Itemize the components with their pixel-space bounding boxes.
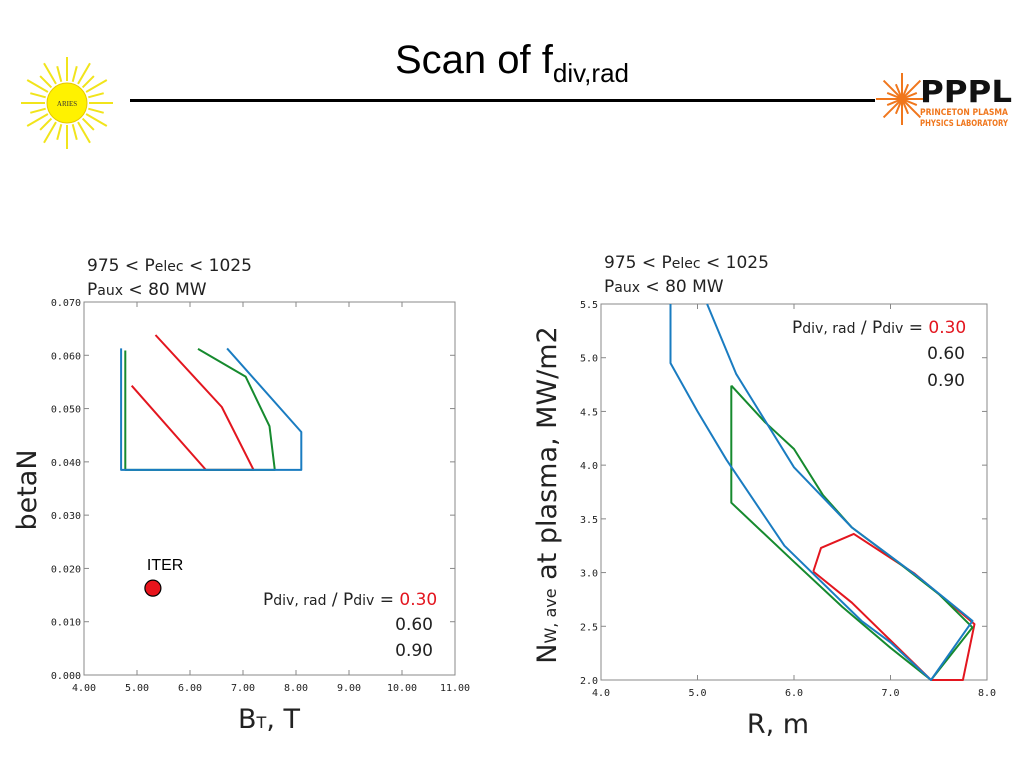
left-legend-value-0.60: 0.60 xyxy=(395,615,433,635)
left-plot-frame xyxy=(83,301,456,676)
burst-ray xyxy=(901,79,922,100)
left-y-tick-label: 0.060 xyxy=(51,351,81,362)
left-y-tick-label: 0.040 xyxy=(51,458,81,469)
right-y-tick-label: 3.0 xyxy=(580,569,598,580)
sun-ray xyxy=(26,113,49,127)
right-y-tick-label: 5.0 xyxy=(580,354,598,365)
left-y-axis-label: betaN xyxy=(12,449,43,530)
right-y-tick-label: 5.5 xyxy=(580,300,598,311)
right-series-0.30 xyxy=(812,532,976,681)
sun-ray xyxy=(77,121,91,144)
left-series-0.30 xyxy=(130,334,255,471)
sun-ray xyxy=(30,92,46,99)
chart-right: 975 < Pelec < 1025 Paux < 80 MW 4.0 5.0 6.… xyxy=(532,253,996,740)
left-y-tick-label: 0.020 xyxy=(51,564,81,575)
left-x-tick-label: 9.00 xyxy=(337,683,361,694)
aries-sun-logo: ARIES xyxy=(21,57,113,149)
burst-ray xyxy=(901,83,910,100)
sun-ray xyxy=(85,113,108,127)
right-y-tick-label: 2.5 xyxy=(580,622,598,633)
burst-ray xyxy=(882,98,903,119)
left-header-line1: 975 < Pelec < 1025 xyxy=(87,256,252,276)
left-x-tick-label: 4.00 xyxy=(72,683,96,694)
left-legend-title: Pdiv, rad / Pdiv = 0.30 xyxy=(263,590,437,610)
aries-logo-text: ARIES xyxy=(57,100,77,108)
sun-ray xyxy=(81,117,95,131)
left-series-0.90 xyxy=(120,347,303,471)
chart-left: 975 < Pelec < 1025 Paux < 80 MW 4.00 5.00… xyxy=(12,256,470,735)
right-series-0.90 xyxy=(669,303,974,681)
sun-ray xyxy=(43,121,57,144)
sun-ray xyxy=(88,92,104,99)
left-x-tick-label: 8.00 xyxy=(284,683,308,694)
sun-ray xyxy=(56,66,63,82)
left-y-tick-label: 0.000 xyxy=(51,671,81,682)
right-y-tick-label: 4.5 xyxy=(580,407,598,418)
slide-title-subscript: div,rad xyxy=(552,58,629,88)
burst-ray xyxy=(886,91,903,100)
right-y-axis-label: NW, ave at plasma, MW/m2 xyxy=(532,326,563,663)
right-y-tick-label: 3.5 xyxy=(580,515,598,526)
left-header-line2: Paux < 80 MW xyxy=(87,280,207,300)
left-y-tick-label: 0.010 xyxy=(51,618,81,629)
burst-ray xyxy=(901,98,922,119)
left-y-tick-label: 0.030 xyxy=(51,511,81,522)
sun-ray xyxy=(81,75,95,89)
sun-ray xyxy=(39,75,53,89)
pppl-logo: PPPL PRINCETON PLASMA PHYSICS LABORATORY xyxy=(876,73,1012,129)
sun-ray xyxy=(88,107,104,114)
left-x-tick-label: 10.00 xyxy=(387,683,417,694)
burst-ray xyxy=(894,98,903,115)
sun-ray xyxy=(26,79,49,93)
right-header-line1: 975 < Pelec < 1025 xyxy=(604,253,769,273)
burst-ray xyxy=(882,79,903,100)
slide-title-main: Scan of f xyxy=(395,38,553,82)
right-series-0.60 xyxy=(730,384,974,681)
right-x-tick-label: 5.0 xyxy=(688,688,706,699)
pppl-logo-line1: PRINCETON PLASMA xyxy=(920,108,1008,118)
right-y-tick-label: 2.0 xyxy=(580,676,598,687)
right-x-tick-label: 6.0 xyxy=(785,688,803,699)
sun-ray xyxy=(56,124,63,140)
left-y-tick-label: 0.070 xyxy=(51,298,81,309)
slide-title: Scan of fdiv,rad xyxy=(0,38,1024,89)
right-legend-title: Pdiv, rad / Pdiv = 0.30 xyxy=(792,318,966,338)
burst-ray xyxy=(901,91,918,100)
sun-ray xyxy=(77,62,91,85)
burst-ray xyxy=(901,98,918,107)
title-underline xyxy=(130,99,875,102)
left-x-tick-label: 11.00 xyxy=(440,683,470,694)
pppl-logo-title: PPPL xyxy=(920,75,1012,110)
right-legend-value-0.60: 0.60 xyxy=(927,344,965,364)
left-x-axis-label: BT, T xyxy=(238,704,300,735)
iter-point-marker xyxy=(144,579,162,597)
burst-ray xyxy=(886,98,903,107)
right-x-tick-label: 4.0 xyxy=(592,688,610,699)
right-legend-value-0.90: 0.90 xyxy=(927,371,965,391)
sun-ray xyxy=(71,124,78,140)
left-x-tick-label: 5.00 xyxy=(125,683,149,694)
left-x-tick-label: 7.00 xyxy=(231,683,255,694)
sun-ray xyxy=(71,66,78,82)
right-x-tick-label: 7.0 xyxy=(881,688,899,699)
sun-ray xyxy=(43,62,57,85)
burst-ray xyxy=(901,98,910,115)
sun-ray xyxy=(30,107,46,114)
right-x-axis-label: R, m xyxy=(747,709,809,740)
right-y-tick-label: 4.0 xyxy=(580,461,598,472)
left-series-0.60 xyxy=(124,348,276,471)
burst-ray xyxy=(894,83,903,100)
sun-ray xyxy=(39,117,53,131)
pppl-logo-line2: PHYSICS LABORATORY xyxy=(920,119,1008,129)
left-legend-value-0.90: 0.90 xyxy=(395,641,433,661)
left-x-tick-label: 6.00 xyxy=(178,683,202,694)
right-header-line2: Paux < 80 MW xyxy=(604,277,724,297)
sun-ray xyxy=(85,79,108,93)
right-x-tick-label: 8.0 xyxy=(978,688,996,699)
iter-label: ITER xyxy=(147,557,183,574)
left-y-tick-label: 0.050 xyxy=(51,405,81,416)
